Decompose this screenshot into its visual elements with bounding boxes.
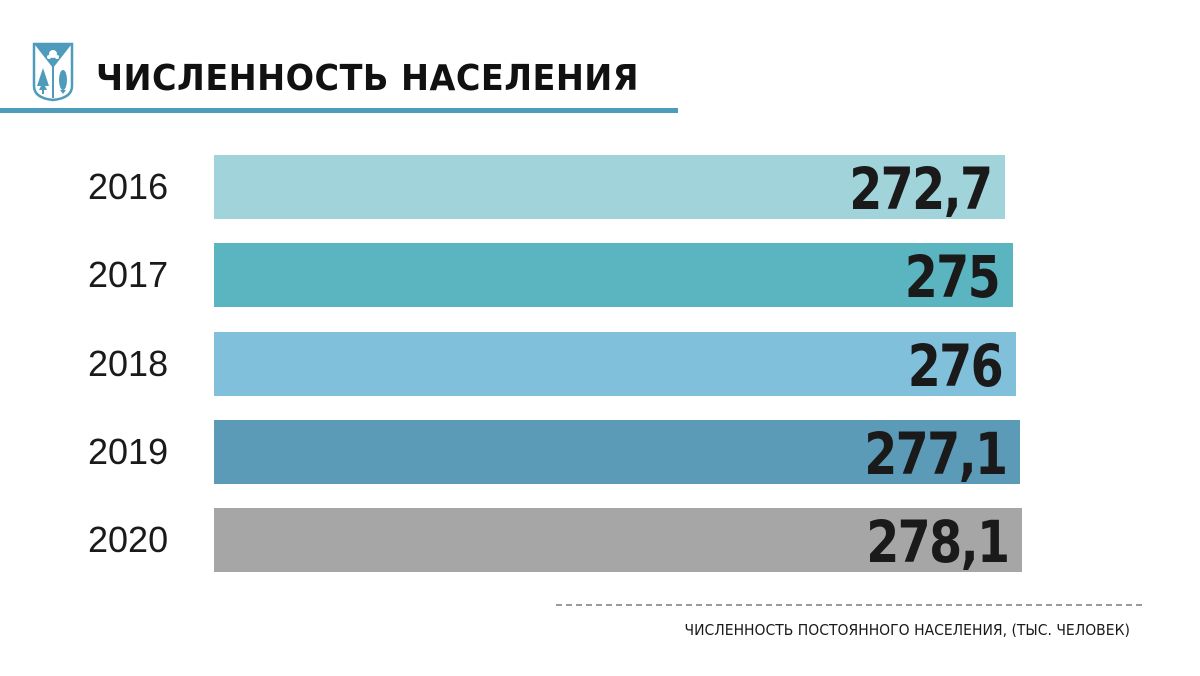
value-label: 277,1 bbox=[863, 420, 1008, 488]
bar: 276 bbox=[214, 332, 1016, 400]
bar-row-2017: 2017 275 bbox=[0, 243, 1200, 311]
bar: 272,7 bbox=[214, 155, 1005, 223]
coat-of-arms-icon bbox=[32, 42, 74, 102]
value-label: 275 bbox=[904, 243, 1001, 311]
year-label: 2017 bbox=[88, 254, 169, 295]
bar-row-2020: 2020 278,1 bbox=[0, 508, 1200, 576]
year-label: 2016 bbox=[88, 166, 169, 207]
bar: 278,1 bbox=[214, 508, 1022, 576]
bar: 275 bbox=[214, 243, 1013, 311]
axis-caption: ЧИСЛЕННОСТЬ ПОСТОЯННОГО НАСЕЛЕНИЯ, (ТЫС.… bbox=[684, 621, 1130, 639]
bar-row-2016: 2016 272,7 bbox=[0, 155, 1200, 223]
bar: 277,1 bbox=[214, 420, 1020, 488]
year-label: 2020 bbox=[88, 519, 169, 560]
bar-row-2018: 2018 276 bbox=[0, 332, 1200, 400]
value-label: 272,7 bbox=[848, 155, 993, 223]
bar-row-2019: 2019 277,1 bbox=[0, 420, 1200, 488]
year-label: 2019 bbox=[88, 431, 169, 472]
title-underline bbox=[0, 108, 678, 113]
year-label: 2018 bbox=[88, 343, 169, 384]
value-label: 278,1 bbox=[865, 508, 1010, 576]
value-label: 276 bbox=[907, 332, 1004, 400]
page-title: ЧИСЛЕННОСТЬ НАСЕЛЕНИЯ bbox=[96, 58, 640, 99]
dotted-divider bbox=[556, 604, 1142, 606]
